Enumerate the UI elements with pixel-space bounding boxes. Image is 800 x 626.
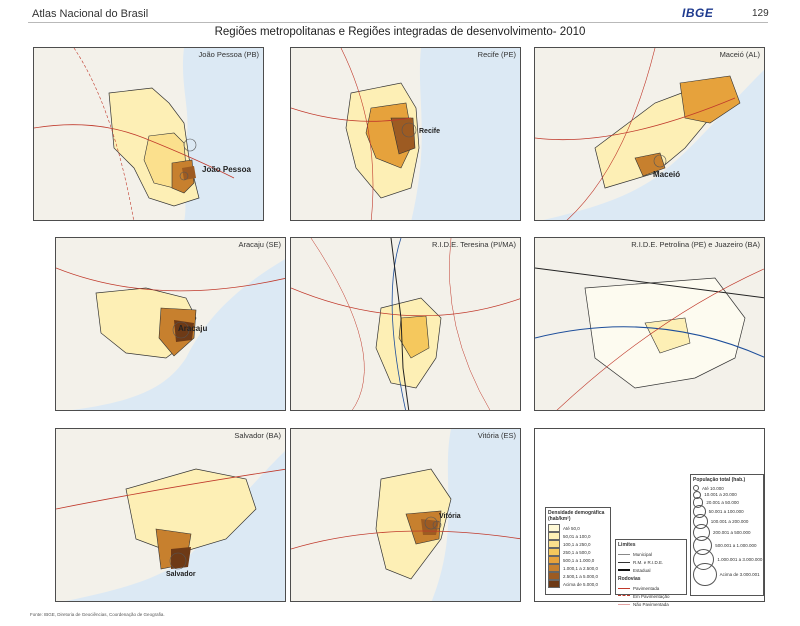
map-teresina (291, 238, 520, 410)
density-class-item: 250,1 a 500,0 (546, 548, 610, 556)
header-rule (28, 22, 768, 23)
map-aracaju (56, 238, 285, 410)
atlas-header-title: Atlas Nacional do Brasil (32, 8, 149, 20)
population-class-label: 200.001 a 500.000 (713, 530, 751, 536)
density-class-label: 100,1 a 250,0 (563, 541, 591, 547)
panel-label: Maceió (AL) (719, 50, 760, 59)
road-item: Em Pavimentação (616, 592, 686, 600)
population-class-label: 20.001 a 50.000 (706, 499, 739, 505)
limit-item: Estadual (616, 566, 686, 574)
density-class-item: 500,1 a 1.000,0 (546, 556, 610, 564)
density-class-label: Acima de 5.000,0 (563, 581, 599, 587)
panel-label: R.I.D.E. Petrolina (PE) e Juazeiro (BA) (631, 240, 760, 249)
density-class-item: 1.000,1 a 2.500,0 (546, 564, 610, 572)
population-class-label: 1.000.001 a 3.000.000 (717, 556, 763, 562)
density-class-label: Até 50,0 (563, 525, 580, 531)
city-label: João Pessoa (202, 165, 251, 174)
ibge-logo: IBGE (682, 6, 714, 20)
city-label: Aracaju (178, 324, 208, 333)
limit-item: R.M. e R.I.D.E. (616, 558, 686, 566)
map-panel-teresina: R.I.D.E. Teresina (PI/MA) (290, 237, 521, 411)
population-class-label: 50.001 a 100.000 (708, 508, 744, 514)
limits-roads-legend: Limites Municipal R.M. e R.I.D.E. Estadu… (615, 539, 687, 607)
density-class-label: 50,01 a 100,0 (563, 533, 591, 539)
map-petrolina-juazeiro (535, 238, 764, 410)
panel-label: Recife (PE) (477, 50, 516, 59)
city-label: Vitória (439, 513, 461, 520)
source-footer: Fonte: IBGE, Diretoria de Geociências, C… (30, 612, 165, 617)
density-swatch (548, 548, 560, 556)
limit-item: Municipal (616, 550, 686, 558)
population-class-label: 100.001 a 200.000 (710, 519, 749, 525)
city-label: Maceió (653, 170, 681, 179)
legend-panel: Densidade demográfica (hab/km²) Até 50,0… (534, 428, 765, 607)
density-class-item: Até 50,0 (546, 524, 610, 532)
panel-label: João Pessoa (PB) (198, 50, 259, 59)
road-item: Não Pavimentada (616, 600, 686, 608)
roads-title: Rodovias (618, 576, 641, 582)
density-class-item: 100,1 a 250,0 (546, 540, 610, 548)
population-class-item: Acima de 3.000.001 (691, 562, 763, 587)
population-class-label: Acima de 3.000.001 (719, 571, 760, 577)
map-vitoria (291, 429, 520, 601)
density-legend: Densidade demográfica (hab/km²) Até 50,0… (545, 507, 611, 595)
population-class-label: 10.001 a 20.000 (704, 492, 737, 498)
density-swatch (548, 540, 560, 548)
map-panel-recife: Recife (PE) Recife (290, 47, 521, 221)
panel-label: Aracaju (SE) (238, 240, 281, 249)
population-legend-title: População total (hab.) (693, 477, 746, 483)
page-title: Regiões metropolitanas e Regiões integra… (214, 26, 586, 38)
map-recife (291, 48, 422, 220)
map-panel-joao-pessoa: João Pessoa (PB) João Pessoa (33, 47, 264, 221)
density-swatch (548, 532, 560, 540)
population-class-label: 500.001 a 1.000.000 (715, 543, 757, 549)
map-panel-vitoria: Vitória (ES) Vitória (290, 428, 521, 602)
density-swatch (548, 524, 560, 532)
density-swatch (548, 556, 560, 564)
road-item: Pavimentada (616, 584, 686, 592)
density-swatch (548, 572, 560, 580)
map-maceio (535, 48, 764, 220)
density-class-label: 2.500,1 a 5.000,0 (563, 573, 599, 579)
panel-label: R.I.D.E. Teresina (PI/MA) (431, 240, 516, 249)
density-class-item: 2.500,1 a 5.000,0 (546, 572, 610, 580)
population-legend: População total (hab.) Até 10.000 10.001 … (690, 474, 764, 596)
city-label: Salvador (166, 571, 196, 578)
population-class-item: 10.001 a 20.000 (691, 490, 763, 499)
map-panel-aracaju: Aracaju (SE) Aracaju (55, 237, 286, 411)
map-panel-petrolina-juazeiro: R.I.D.E. Petrolina (PE) e Juazeiro (BA) (534, 237, 765, 411)
density-swatch (548, 564, 560, 572)
limits-title: Limites (618, 542, 636, 548)
density-legend-title: Densidade demográfica (hab/km²) (548, 510, 605, 522)
panel-label: Salvador (BA) (234, 431, 281, 440)
city-label: Recife (419, 128, 441, 135)
density-class-label: 250,1 a 500,0 (563, 549, 591, 555)
map-panel-maceio: Maceió (AL) Maceió (534, 47, 765, 221)
panel-label: Vitória (ES) (477, 431, 516, 440)
density-swatch (548, 580, 560, 588)
map-panel-salvador: Salvador (BA) Salvador (55, 428, 286, 602)
density-class-label: 1.000,1 a 2.500,0 (563, 565, 599, 571)
map-salvador (56, 429, 285, 601)
density-class-item: 50,01 a 100,0 (546, 532, 610, 540)
page-number: 129 (752, 8, 769, 19)
population-circle-icon (693, 562, 717, 587)
map-joao-pessoa (34, 48, 235, 220)
density-class-item: Acima de 5.000,0 (546, 580, 610, 588)
density-class-label: 500,1 a 1.000,0 (563, 557, 595, 563)
population-class-label: Até 10.000 (702, 485, 724, 491)
